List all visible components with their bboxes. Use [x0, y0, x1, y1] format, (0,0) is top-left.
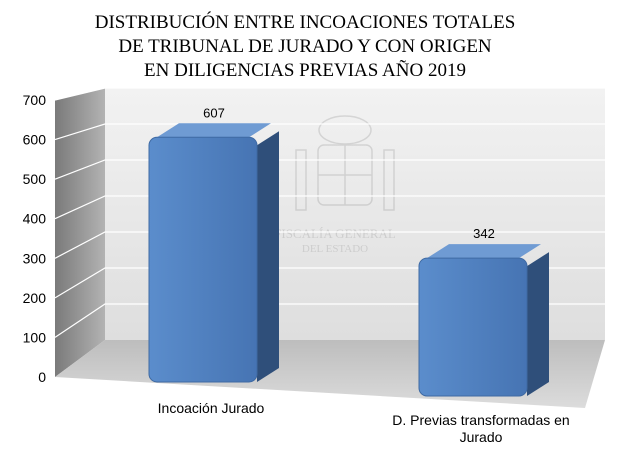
y-axis-ticks: 0 100 200 300 400 500 600 700: [23, 92, 47, 385]
category-label: D. Previas transformadas en: [392, 412, 569, 428]
category-label: Incoación Jurado: [158, 400, 265, 416]
category-labels: Incoación Jurado D. Previas transformadas…: [158, 400, 570, 445]
bar-front: [148, 136, 258, 383]
side-wall: [55, 88, 105, 377]
gridline: [54, 123, 605, 141]
watermark: FISCALÍA GENERAL DEL ESTADO: [274, 115, 396, 255]
data-labels: 607 342: [203, 105, 495, 241]
bar-side: [527, 252, 549, 396]
bar: [148, 123, 279, 383]
gridline: [54, 159, 605, 180]
y-tick-label: 500: [23, 171, 47, 187]
bars: [148, 123, 549, 397]
data-label: 607: [203, 105, 225, 120]
title-line-3: EN DILIGENCIAS PREVIAS AÑO 2019: [144, 59, 466, 81]
gridline: [54, 87, 605, 101]
bar-top: [427, 244, 541, 259]
y-tick-label: 400: [23, 211, 47, 227]
watermark-line-2: DEL ESTADO: [302, 243, 368, 255]
coat-of-arms-icon: [295, 115, 395, 211]
bar-side: [257, 131, 279, 382]
y-tick-label: 300: [23, 250, 47, 266]
y-tick-label: 0: [38, 369, 46, 385]
category-label: Jurado: [460, 429, 503, 445]
watermark-line-1: FISCALÍA GENERAL: [274, 226, 396, 241]
gridline: [54, 195, 605, 220]
data-label: 342: [473, 226, 495, 241]
bar-front: [418, 257, 528, 397]
y-tick-label: 600: [23, 132, 47, 148]
bar: [418, 244, 549, 397]
gridline: [54, 231, 605, 259]
y-tick-label: 200: [23, 290, 47, 306]
title-line-2: DE TRIBUNAL DE JURADO Y CON ORIGEN: [118, 36, 492, 57]
title-line-1: DISTRIBUCIÓN ENTRE INCOACIONES TOTALES: [95, 11, 516, 33]
y-tick-label: 100: [23, 329, 47, 345]
y-tick-label: 700: [23, 92, 47, 108]
chart-title: DISTRIBUCIÓN ENTRE INCOACIONES TOTALES D…: [95, 11, 516, 81]
bar-top: [157, 123, 271, 138]
